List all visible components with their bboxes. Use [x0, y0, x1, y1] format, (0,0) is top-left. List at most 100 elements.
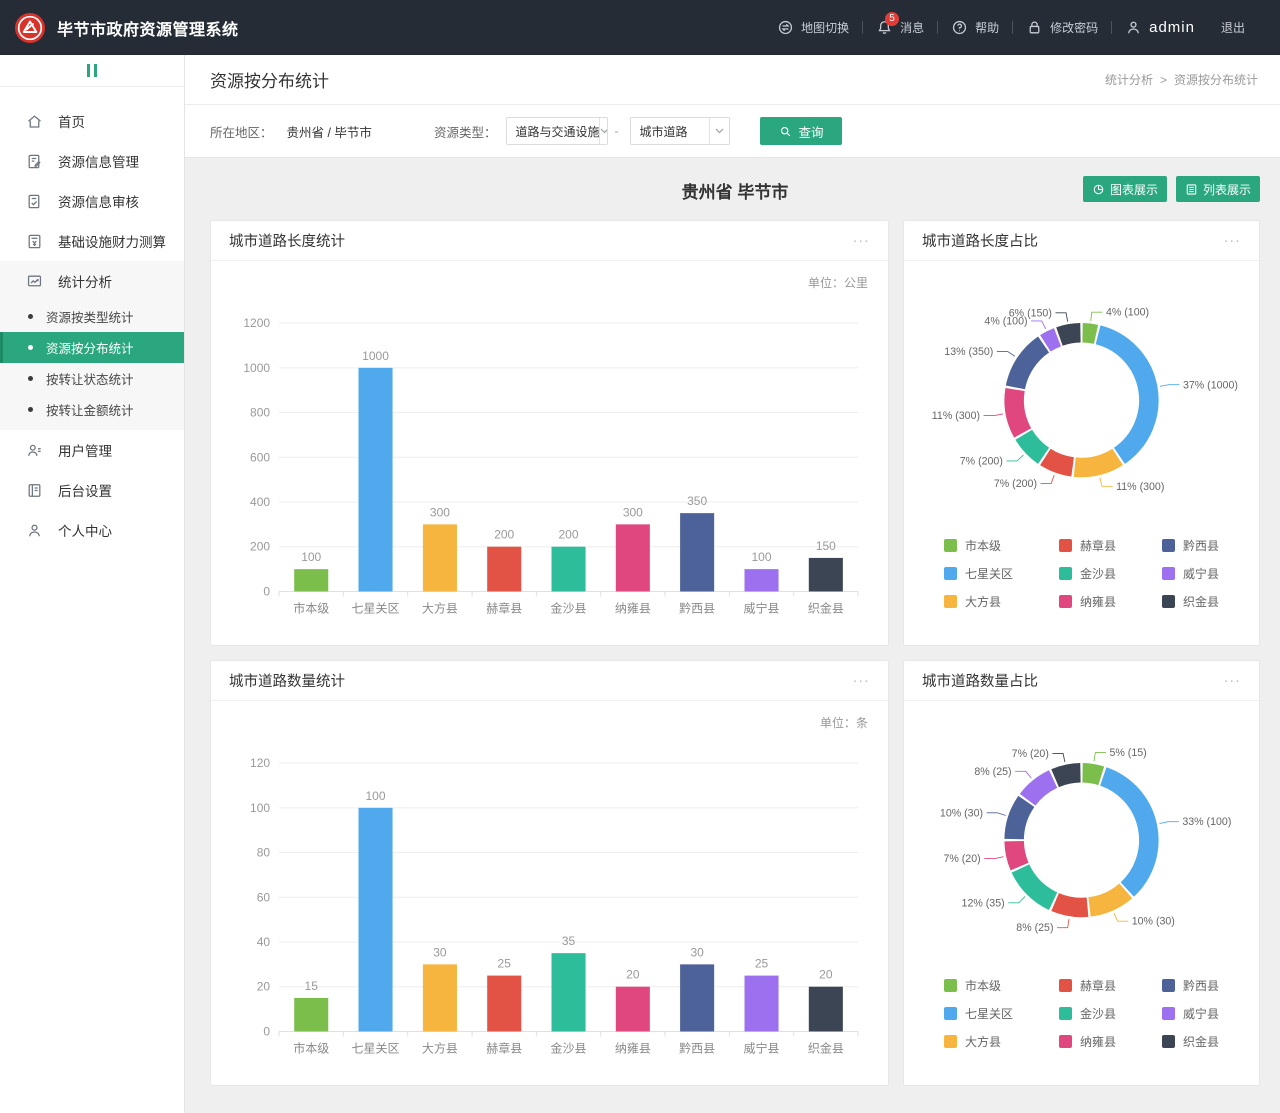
svg-text:威宁县: 威宁县 — [744, 601, 780, 616]
segment-市本级 — [1082, 763, 1105, 786]
svg-text:0: 0 — [263, 584, 270, 598]
sidebar-item-infrastructure-finance-calc[interactable]: 基础设施财力测算 — [0, 221, 184, 261]
list-view-button[interactable]: 列表展示 — [1175, 176, 1260, 202]
calculator-icon — [26, 233, 43, 250]
topnav-admin[interactable]: admin — [1112, 19, 1208, 36]
sidebar-subitem-by-transfer-status[interactable]: 按转让状态统计 — [0, 363, 184, 394]
sidebar-item-backend-settings[interactable]: 后台设置 — [0, 470, 184, 510]
svg-text:纳雍县: 纳雍县 — [615, 601, 651, 616]
card-road-length-donut: 城市道路长度占比... 4% (100) 37% (1000) 11% (300) 7%… — [903, 220, 1260, 646]
legend-item-赫章县[interactable]: 赫章县 — [1058, 537, 1116, 554]
legend-item-织金县[interactable]: 织金县 — [1162, 593, 1219, 610]
breadcrumb-parent[interactable]: 统计分析 — [1104, 73, 1153, 87]
sidebar-item-resource-info-management[interactable]: 资源信息管理 — [0, 141, 184, 181]
legend-item-大方县[interactable]: 大方县 — [943, 1033, 1013, 1050]
chevron-down-icon — [709, 118, 729, 144]
legend-item-市本级[interactable]: 市本级 — [943, 977, 1013, 994]
sidebar-subitem-by-type[interactable]: 资源按类型统计 — [0, 301, 184, 332]
app-title: 毕节市政府资源管理系统 — [57, 21, 239, 39]
sidebar-subitem-label: 按转让金额统计 — [46, 404, 134, 418]
bar-黔西县 — [680, 964, 715, 1032]
sidebar-item-home[interactable]: 首页 — [0, 101, 184, 141]
bar-七星关区 — [358, 367, 393, 592]
resource-type-select[interactable]: 道路与交通设施 — [506, 117, 609, 145]
svg-text:7% (200): 7% (200) — [960, 455, 1003, 467]
svg-text:25: 25 — [498, 957, 512, 971]
legend-item-金沙县[interactable]: 金沙县 — [1058, 1005, 1116, 1022]
topnav-map-switch[interactable]: 地图切换 — [764, 19, 862, 36]
card-menu-dots-icon[interactable]: ... — [852, 669, 870, 686]
nav-divider — [862, 21, 864, 34]
svg-text:37% (1000): 37% (1000) — [1183, 379, 1238, 391]
legend-label: 金沙县 — [1079, 1006, 1116, 1021]
card-menu-dots-icon[interactable]: ... — [1223, 229, 1241, 246]
sidebar-item-label: 首页 — [58, 115, 85, 130]
sidebar-item-personal-center[interactable]: 个人中心 — [0, 510, 184, 550]
legend-item-七星关区[interactable]: 七星关区 — [943, 1005, 1013, 1022]
sidebar-item-label: 用户管理 — [58, 444, 112, 459]
bar-威宁县 — [744, 975, 779, 1032]
resource-type-label: 资源类型： — [433, 125, 497, 140]
topnav-help[interactable]: 帮助 — [938, 19, 1012, 36]
card-road-length-bar: 城市道路长度统计... 单位：公里 0 200 400 600 800 1000 1200 100… — [210, 220, 889, 646]
legend-item-七星关区[interactable]: 七星关区 — [943, 565, 1013, 582]
legend-label: 七星关区 — [964, 1006, 1013, 1021]
legend-item-金沙县[interactable]: 金沙县 — [1058, 565, 1116, 582]
legend-item-威宁县[interactable]: 威宁县 — [1162, 565, 1219, 582]
svg-text:10% (30): 10% (30) — [1132, 916, 1175, 928]
nav-divider — [937, 21, 939, 34]
legend-item-纳雍县[interactable]: 纳雍县 — [1058, 1033, 1116, 1050]
legend-item-黔西县[interactable]: 黔西县 — [1162, 537, 1219, 554]
bar-市本级 — [294, 569, 329, 592]
segment-威宁县 — [1040, 328, 1062, 352]
legend-item-织金县[interactable]: 织金县 — [1162, 1033, 1219, 1050]
bell-icon: 5 — [876, 12, 900, 36]
resource-subtype-select[interactable]: 城市道路 — [630, 117, 731, 145]
sidebar-collapse-icon[interactable] — [83, 60, 101, 81]
sidebar-item-user-management[interactable]: 用户管理 — [0, 430, 184, 470]
legend-item-黔西县[interactable]: 黔西县 — [1162, 977, 1219, 994]
sidebar-item-resource-info-review[interactable]: 资源信息审核 — [0, 181, 184, 221]
sidebar-subitem-by-distribution[interactable]: 资源按分布统计 — [0, 332, 184, 363]
chart-view-button[interactable]: 图表展示 — [1082, 176, 1167, 202]
card-body: 4% (100) 37% (1000) 11% (300) 7% (200) 7% (2… — [904, 261, 1259, 645]
legend-item-纳雍县[interactable]: 纳雍县 — [1058, 593, 1116, 610]
sidebar-item-label: 资源信息管理 — [58, 155, 139, 170]
legend-swatch-icon — [1058, 566, 1072, 580]
page-title: 资源按分布统计 — [210, 72, 329, 91]
sidebar-collapse-row — [0, 55, 184, 87]
bar-赫章县 — [487, 546, 522, 592]
svg-text:赫章县: 赫章县 — [486, 601, 522, 616]
legend-item-赫章县[interactable]: 赫章县 — [1058, 977, 1116, 994]
legend-label: 赫章县 — [1079, 538, 1116, 553]
bijie-logo-icon — [14, 12, 46, 44]
svg-text:织金县: 织金县 — [808, 601, 844, 616]
sidebar: 首页资源信息管理 资源信息审核基础设施财力测算统计分析资源按类型统计 资源按分布统计… — [0, 55, 185, 1113]
legend-swatch-icon — [943, 978, 957, 992]
topnav-logout[interactable]: 退出 — [1208, 19, 1258, 36]
svg-text:7% (20): 7% (20) — [943, 853, 980, 865]
sidebar-subitem-by-transfer-amount[interactable]: 按转让金额统计 — [0, 394, 184, 425]
top-header: 毕节市政府资源管理系统 地图切换 5 消息 帮助 修改密码 admin 退出 — [0, 0, 1280, 55]
bar-威宁县 — [744, 569, 779, 592]
legend-item-大方县[interactable]: 大方县 — [943, 593, 1013, 610]
svg-text:0: 0 — [263, 1024, 270, 1038]
card-body: 单位：条 0 20 40 60 80 100 120 15 市本级 100 七星关区 30 大方县 25 赫章… — [211, 701, 888, 1085]
bar-市本级 — [294, 997, 329, 1032]
topnav-messages[interactable]: 5 消息 — [863, 12, 937, 36]
card-header: 城市道路长度占比... — [904, 221, 1259, 261]
sidebar-item-label: 统计分析 — [58, 275, 112, 290]
topnav-change-password[interactable]: 修改密码 — [1013, 19, 1111, 36]
bullet-icon — [28, 407, 33, 412]
svg-text:11% (300): 11% (300) — [1116, 481, 1164, 493]
sidebar-item-statistics-analysis[interactable]: 统计分析 — [0, 261, 184, 301]
card-menu-dots-icon[interactable]: ... — [1223, 669, 1241, 686]
legend-item-威宁县[interactable]: 威宁县 — [1162, 1005, 1219, 1022]
sidebar-item-label: 资源信息审核 — [58, 195, 139, 210]
search-button[interactable]: 查询 — [760, 117, 843, 145]
card-road-count-bar: 城市道路数量统计... 单位：条 0 20 40 60 80 100 120 15 市本级 100 七星… — [210, 660, 889, 1086]
svg-text:织金县: 织金县 — [808, 1041, 844, 1056]
card-menu-dots-icon[interactable]: ... — [852, 229, 870, 246]
users-icon — [26, 442, 43, 459]
legend-item-市本级[interactable]: 市本级 — [943, 537, 1013, 554]
